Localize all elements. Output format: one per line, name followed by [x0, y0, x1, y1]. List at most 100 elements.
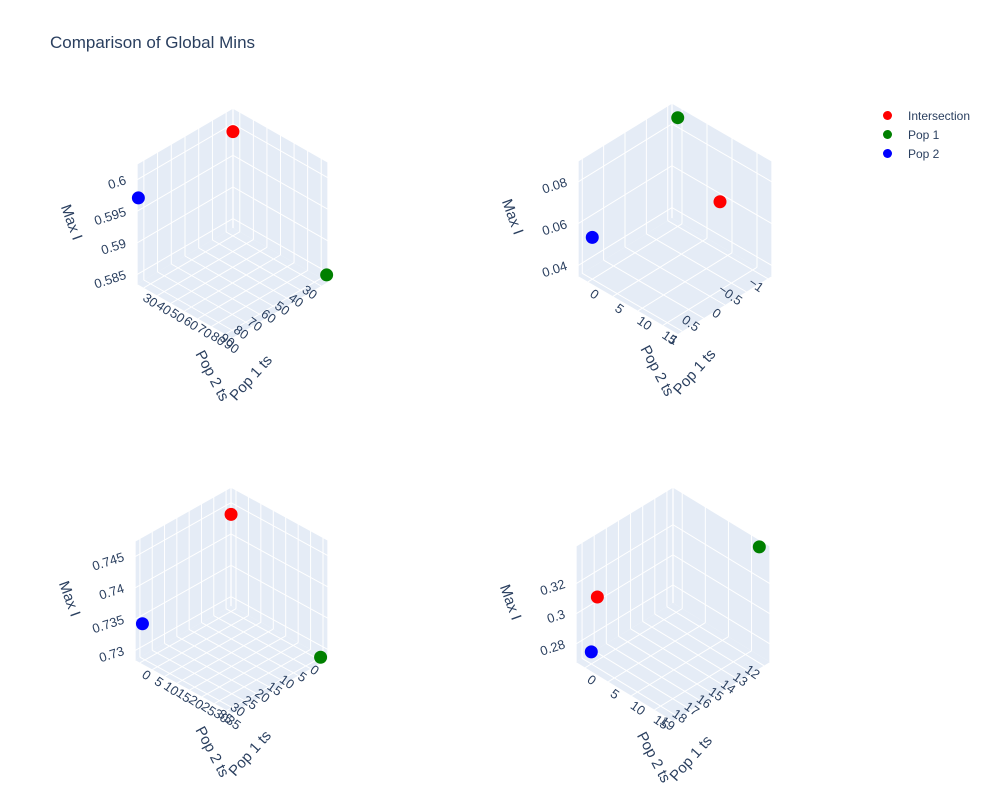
grid-line-x	[189, 635, 286, 691]
grid-line-y	[618, 635, 716, 696]
y-tick-label: 70	[245, 314, 265, 335]
grid-line-y	[143, 279, 240, 335]
grid-line-y	[201, 622, 299, 677]
point-intersection[interactable]	[224, 507, 238, 521]
y-tick-label: 13	[730, 669, 750, 690]
z-tick-label: 0.59	[99, 236, 128, 258]
grid-line-y	[582, 272, 683, 332]
point-pop-2[interactable]	[135, 617, 149, 631]
grid-line-y	[213, 615, 312, 670]
x-tick-label: 15	[659, 327, 679, 348]
legend-dot-pop-2-icon	[883, 149, 892, 158]
z-tick-label: 0.735	[90, 612, 126, 636]
grid-line-y	[593, 650, 692, 711]
y-tick-label: 90	[217, 330, 237, 351]
z-axis-title: Max I	[496, 582, 525, 622]
legend-label-pop-1: Pop 1	[908, 127, 940, 142]
x-tick-label: 5	[612, 300, 627, 316]
x-tick-label: 20	[186, 692, 206, 713]
grid-line-x	[152, 615, 249, 670]
y-tick-label: 25	[240, 692, 260, 713]
back-left-pane	[576, 487, 673, 662]
z-tick-label: 0.595	[92, 204, 128, 228]
z-tick-label: 0.745	[90, 549, 126, 573]
grid-line-y	[151, 649, 250, 704]
grid-line-x	[226, 655, 324, 711]
y-tick-label: −1	[746, 274, 767, 295]
point-pop-2[interactable]	[131, 191, 145, 205]
point-pop-2[interactable]	[585, 230, 599, 244]
grid-line-x	[139, 608, 237, 664]
y-tick-label: 30	[300, 282, 320, 303]
x-tick-label: 15	[651, 712, 671, 733]
grid-line-y	[642, 621, 740, 681]
grid-line-y	[606, 643, 704, 703]
z-tick-label: 0.3	[545, 606, 567, 626]
scene-3[interactable]: 05101520253035051015202530350.730.7350.7…	[55, 486, 329, 780]
grid-line-x	[177, 628, 274, 684]
point-pop-1[interactable]	[320, 268, 334, 282]
y-tick-label: 15	[706, 684, 726, 705]
grid-line-x	[164, 621, 262, 677]
grid-line-y	[164, 642, 262, 697]
point-pop-1[interactable]	[752, 540, 766, 554]
scene-1[interactable]: 30405060708090304050607080900.5850.590.5…	[57, 107, 334, 405]
x-tick-label: 10	[161, 678, 181, 699]
grid-line-y	[198, 247, 294, 303]
y-tick-label: 17	[682, 698, 702, 719]
grid-line-y	[188, 629, 287, 683]
point-pop-1[interactable]	[314, 650, 328, 664]
y-tick-label: 80	[231, 322, 251, 343]
y-tick-label: 40	[286, 290, 306, 311]
legend-label-pop-2: Pop 2	[908, 146, 940, 161]
z-tick-label: 0.6	[106, 172, 128, 192]
z-tick-label: 0.585	[92, 267, 128, 291]
legend-item-pop-2[interactable]: Pop 2	[883, 144, 970, 163]
grid-line-y	[666, 606, 765, 667]
grid-line-y	[225, 608, 324, 663]
y-axis-title: Pop 2 ts	[192, 348, 233, 405]
back-right-pane	[231, 487, 328, 659]
x-tick-label: 10	[628, 698, 648, 719]
x-tick-label: 0	[587, 286, 602, 302]
grid-line-y	[184, 255, 281, 311]
x-tick-label: 50	[167, 305, 187, 326]
grid-line-x	[201, 642, 299, 698]
x-tick-label: 10	[634, 313, 654, 334]
grid-line-y	[581, 657, 680, 718]
grid-line-x	[584, 608, 683, 669]
point-pop-2[interactable]	[584, 645, 598, 659]
y-tick-label: 20	[252, 685, 272, 706]
legend-item-intersection[interactable]: Intersection	[883, 106, 970, 125]
point-intersection[interactable]	[713, 195, 727, 209]
x-tick-label: 25	[199, 699, 219, 720]
x-tick-label: 60	[181, 313, 201, 334]
x-tick-label: 35	[223, 712, 243, 733]
x-tick-label: 30	[211, 706, 231, 727]
y-axis-title: Pop 2 ts	[637, 343, 678, 400]
floor-pane	[135, 606, 328, 713]
x-axis-title: Pop 1 ts	[226, 352, 275, 404]
x-tick-label: 0	[585, 672, 600, 688]
y-tick-label: 15	[265, 678, 285, 699]
back-right-pane	[673, 487, 770, 662]
y-tick-label: 35	[215, 706, 235, 727]
grid-line-x	[631, 636, 729, 697]
x-tick-label: 80	[208, 328, 228, 349]
z-tick-label: 0.73	[97, 643, 126, 665]
z-tick-label: 0.06	[540, 216, 569, 238]
point-intersection[interactable]	[226, 125, 240, 139]
grid-line-y	[176, 636, 275, 690]
x-tick-label: 30	[140, 290, 160, 311]
legend-item-pop-1[interactable]: Pop 1	[883, 125, 970, 144]
point-pop-1[interactable]	[671, 111, 685, 125]
grid-line-y	[667, 220, 768, 280]
y-tick-label: 50	[272, 298, 292, 319]
grid-line-x	[654, 650, 752, 711]
point-intersection[interactable]	[590, 590, 604, 604]
z-tick-label: 0.04	[540, 258, 569, 280]
y-tick-label: 14	[718, 676, 738, 697]
